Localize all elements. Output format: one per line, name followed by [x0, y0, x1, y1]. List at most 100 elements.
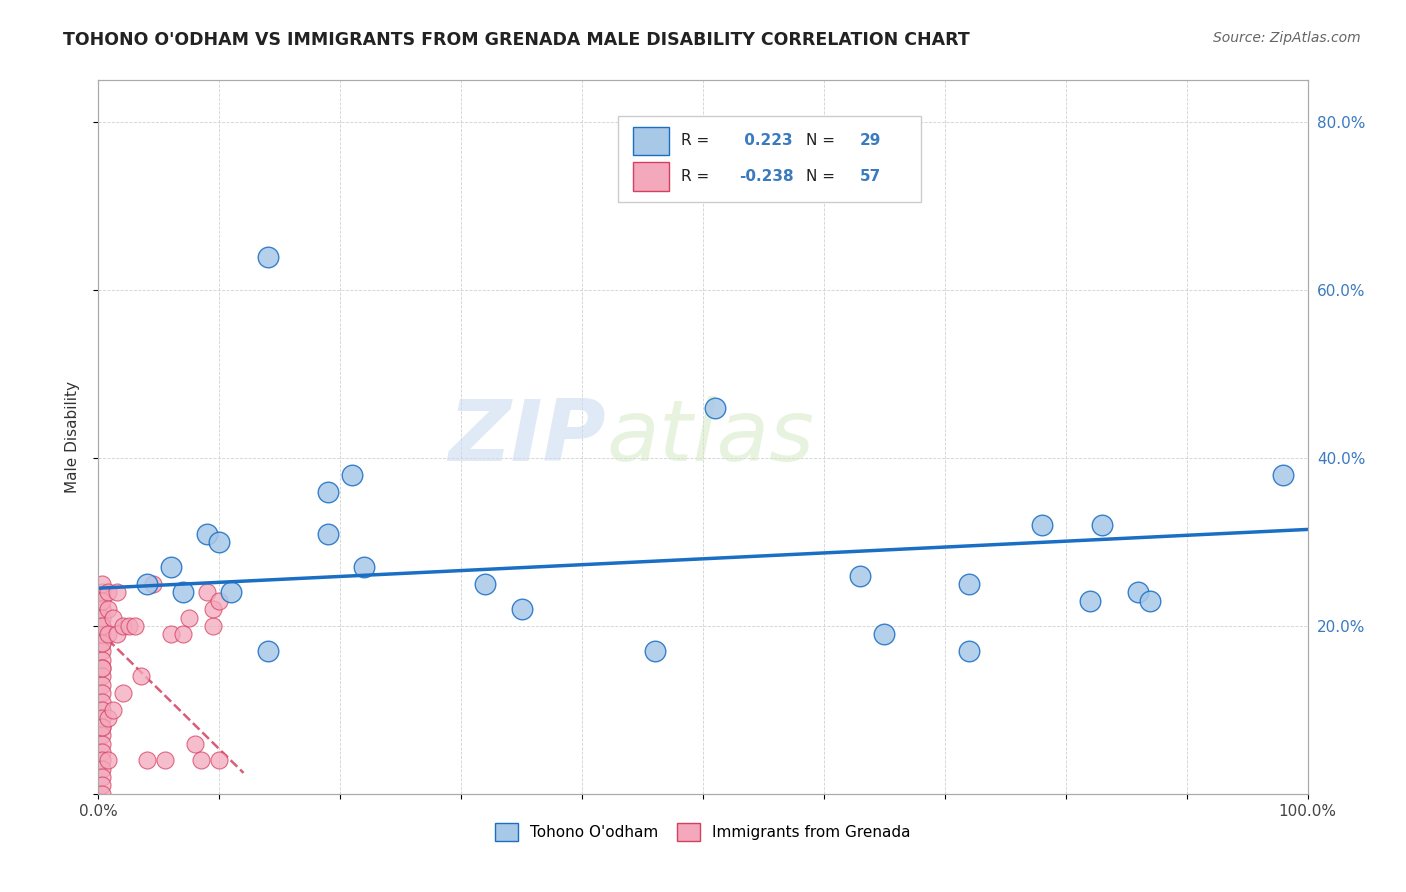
- Point: [256, 250, 278, 264]
- Point: [91, 636, 114, 650]
- Point: [91, 745, 114, 759]
- Point: [91, 779, 114, 793]
- Point: [91, 594, 114, 608]
- Point: [704, 401, 727, 415]
- Point: [957, 577, 980, 591]
- Point: [1091, 518, 1114, 533]
- Point: [342, 467, 364, 482]
- Point: [101, 703, 124, 717]
- Point: [160, 560, 183, 574]
- Point: [91, 619, 114, 633]
- Point: [202, 619, 225, 633]
- Point: [510, 602, 533, 616]
- Point: [353, 560, 375, 574]
- Point: [172, 585, 194, 599]
- Point: [256, 644, 278, 658]
- Text: 0.223: 0.223: [740, 134, 793, 148]
- Point: [91, 737, 114, 751]
- Point: [91, 602, 114, 616]
- Point: [208, 535, 231, 549]
- Bar: [633, 127, 669, 155]
- Point: [91, 636, 114, 650]
- Point: [142, 577, 165, 591]
- Point: [474, 577, 496, 591]
- Point: [195, 585, 218, 599]
- FancyBboxPatch shape: [619, 116, 921, 202]
- Point: [101, 610, 124, 624]
- Point: [118, 619, 141, 633]
- Point: [208, 753, 231, 767]
- Point: [91, 728, 114, 742]
- Point: [873, 627, 896, 641]
- Point: [184, 737, 207, 751]
- Point: [91, 577, 114, 591]
- Legend: Tohono O'odham, Immigrants from Grenada: Tohono O'odham, Immigrants from Grenada: [489, 817, 917, 847]
- Point: [172, 627, 194, 641]
- Point: [202, 602, 225, 616]
- Point: [849, 568, 872, 582]
- Point: [105, 585, 128, 599]
- Point: [91, 585, 114, 599]
- Point: [644, 644, 666, 658]
- Point: [91, 711, 114, 725]
- Point: [91, 720, 114, 734]
- Point: [91, 678, 114, 692]
- Point: [111, 686, 134, 700]
- Point: [91, 644, 114, 658]
- Point: [221, 585, 243, 599]
- Point: [1078, 594, 1101, 608]
- Point: [91, 720, 114, 734]
- Point: [91, 694, 114, 708]
- Point: [91, 703, 114, 717]
- Point: [91, 619, 114, 633]
- Point: [153, 753, 176, 767]
- Point: [91, 787, 114, 801]
- Point: [91, 686, 114, 700]
- Point: [97, 753, 120, 767]
- Point: [195, 526, 218, 541]
- Point: [208, 594, 231, 608]
- Y-axis label: Male Disability: Male Disability: [65, 381, 80, 493]
- Point: [111, 619, 134, 633]
- Point: [97, 585, 120, 599]
- Point: [91, 762, 114, 776]
- Point: [105, 627, 128, 641]
- Text: N =: N =: [806, 169, 839, 184]
- Point: [91, 610, 114, 624]
- Point: [316, 526, 339, 541]
- Text: TOHONO O'ODHAM VS IMMIGRANTS FROM GRENADA MALE DISABILITY CORRELATION CHART: TOHONO O'ODHAM VS IMMIGRANTS FROM GRENAD…: [63, 31, 970, 49]
- Point: [124, 619, 146, 633]
- Point: [190, 753, 212, 767]
- Point: [135, 577, 157, 591]
- Text: -0.238: -0.238: [740, 169, 794, 184]
- Point: [91, 770, 114, 784]
- Point: [1128, 585, 1150, 599]
- Point: [160, 627, 183, 641]
- Point: [97, 711, 120, 725]
- Point: [97, 627, 120, 641]
- Point: [957, 644, 980, 658]
- Point: [91, 661, 114, 675]
- Point: [1272, 467, 1295, 482]
- Text: R =: R =: [682, 134, 714, 148]
- Point: [91, 652, 114, 666]
- Point: [97, 602, 120, 616]
- Point: [91, 627, 114, 641]
- Point: [91, 661, 114, 675]
- Text: N =: N =: [806, 134, 839, 148]
- Text: atlas: atlas: [606, 395, 814, 479]
- Point: [129, 669, 152, 683]
- Bar: [633, 162, 669, 191]
- Point: [179, 610, 201, 624]
- Point: [1031, 518, 1053, 533]
- Point: [1139, 594, 1161, 608]
- Text: 57: 57: [860, 169, 882, 184]
- Text: ZIP: ZIP: [449, 395, 606, 479]
- Text: 29: 29: [860, 134, 882, 148]
- Point: [316, 484, 339, 499]
- Text: R =: R =: [682, 169, 714, 184]
- Point: [135, 753, 157, 767]
- Point: [91, 753, 114, 767]
- Point: [91, 669, 114, 683]
- Text: Source: ZipAtlas.com: Source: ZipAtlas.com: [1213, 31, 1361, 45]
